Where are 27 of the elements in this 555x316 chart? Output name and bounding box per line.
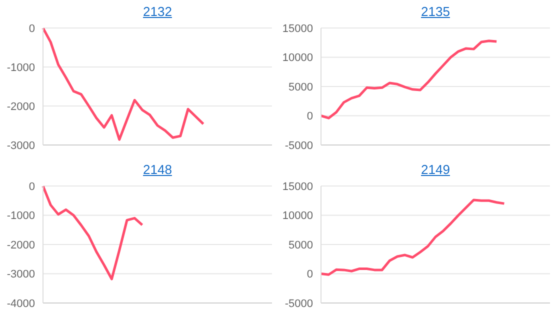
y-tick-label: -2000 — [6, 239, 35, 252]
y-tick-label: 0 — [306, 268, 313, 281]
y-tick-label: -1000 — [6, 62, 35, 74]
chart-title: 2132 — [142, 4, 173, 19]
y-tick-label: 0 — [28, 22, 35, 35]
y-tick-label: 15000 — [282, 22, 313, 35]
y-tick-label: 10000 — [282, 210, 313, 222]
y-tick-label: -3000 — [6, 140, 35, 152]
y-tick-label: -5000 — [284, 298, 313, 310]
y-tick-label: 0 — [306, 110, 313, 123]
chart-title: 2135 — [420, 4, 451, 19]
y-tick-label: -5000 — [284, 140, 313, 152]
y-tick-label: 5000 — [288, 81, 313, 94]
chart-title: 2148 — [142, 162, 173, 177]
y-tick-label: -2000 — [6, 100, 35, 113]
y-tick-label: -4000 — [6, 298, 35, 310]
y-tick-label: 10000 — [282, 52, 313, 64]
line-series — [42, 28, 205, 141]
y-tick-label: 0 — [28, 180, 35, 193]
y-tick-label: -3000 — [6, 268, 35, 281]
y-tick-label: -1000 — [6, 210, 35, 222]
y-tick-label: 15000 — [282, 180, 313, 193]
chart-title: 2149 — [420, 162, 451, 177]
line-series — [42, 186, 144, 280]
y-tick-label: 5000 — [288, 239, 313, 252]
line-series — [320, 40, 498, 120]
line-series — [320, 198, 506, 276]
